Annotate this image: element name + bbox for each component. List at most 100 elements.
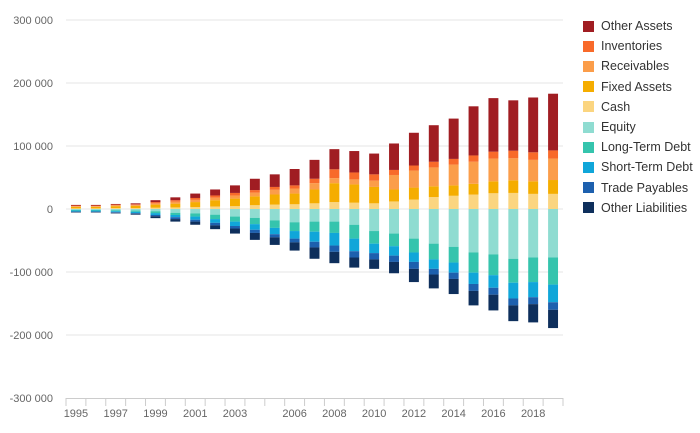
bar-segment <box>468 272 479 284</box>
bar-segment <box>448 246 459 263</box>
legend-item[interactable]: Inventories <box>583 36 693 56</box>
bar-segment <box>329 169 340 179</box>
bar-segment <box>289 185 300 189</box>
bar-segment <box>508 192 519 209</box>
bar-segment <box>309 159 320 179</box>
bar-segment <box>389 233 399 247</box>
bar-segment <box>309 221 320 232</box>
bar-segment <box>269 209 280 221</box>
bar-segment <box>150 204 161 208</box>
bar-segment <box>90 211 101 213</box>
bar-segment <box>428 268 439 275</box>
bar-segment <box>548 158 559 181</box>
bar-segment <box>249 190 260 193</box>
bar-segment <box>488 275 499 288</box>
bar-segment <box>508 282 519 299</box>
bar-segment <box>230 228 240 234</box>
bar-segment <box>448 262 459 273</box>
bar-segment <box>130 213 141 215</box>
y-tick-label: 200 000 <box>13 78 53 90</box>
bar-segment <box>448 278 459 295</box>
legend-label: Long-Term Debt <box>601 140 691 155</box>
bar-segment <box>508 305 519 322</box>
bar-segment <box>408 268 419 283</box>
bar-segment <box>508 209 519 259</box>
legend-item[interactable]: Long-Term Debt <box>583 137 693 157</box>
bar-segment <box>488 287 499 295</box>
bar-segment <box>210 206 221 209</box>
bar-segment <box>329 149 340 170</box>
bar-segment <box>249 229 260 233</box>
bar-segment <box>110 204 121 206</box>
legend-item[interactable]: Short-Term Debt <box>583 157 693 177</box>
bar-segment <box>349 202 360 209</box>
bar-segment <box>130 209 141 211</box>
bar-segment <box>528 282 539 298</box>
bar-segment <box>369 174 380 181</box>
bar-segment <box>468 183 479 195</box>
bar-segment <box>488 254 499 276</box>
bar-segment <box>428 209 439 244</box>
bar-segment <box>170 209 181 213</box>
legend-item[interactable]: Other Assets <box>583 16 693 36</box>
bar-segment <box>548 209 559 258</box>
bar-segment <box>269 234 280 238</box>
bar-segment <box>190 199 201 203</box>
bar-segment <box>349 224 360 239</box>
legend-item[interactable]: Trade Payables <box>583 178 693 198</box>
bar-segment <box>369 180 380 187</box>
bar-segment <box>468 290 479 306</box>
bars <box>70 93 559 329</box>
legend-item[interactable]: Cash <box>583 97 693 117</box>
bar-segment <box>468 283 479 291</box>
bar-segment <box>90 209 101 211</box>
legend-item[interactable]: Receivables <box>583 56 693 76</box>
bar-segment <box>428 197 439 209</box>
bar-segment <box>508 150 519 159</box>
bar-segment <box>528 152 539 160</box>
bar-segment <box>508 298 519 306</box>
bar-segment <box>130 205 141 209</box>
legend-item[interactable]: Other Liabilities <box>583 198 693 218</box>
bar-segment <box>548 309 559 329</box>
bar-segment <box>170 212 181 215</box>
grid-lines <box>66 19 563 336</box>
bar-segment <box>329 245 340 252</box>
bar-segment <box>249 192 260 197</box>
bar-segment <box>190 207 201 209</box>
x-tick-label: 1995 <box>64 408 88 420</box>
bar-segment <box>289 231 300 239</box>
bar-segment <box>269 237 280 245</box>
bar-segment <box>190 209 201 214</box>
bar-segment <box>210 225 221 230</box>
bar-segment <box>389 201 399 209</box>
legend-item[interactable]: Equity <box>583 117 693 137</box>
bar-segment <box>70 206 81 209</box>
bar-segment <box>110 206 121 209</box>
bar-segment <box>448 185 459 196</box>
bar-segment <box>528 209 539 258</box>
bar-segment <box>90 204 101 206</box>
bar-segment <box>230 192 240 196</box>
bar-segment <box>349 238 360 252</box>
bar-segment <box>170 219 181 222</box>
bar-segment <box>329 209 340 222</box>
bar-segment <box>249 196 260 206</box>
bar-segment <box>468 106 479 156</box>
bar-segment <box>230 216 240 222</box>
x-tick-label: 1999 <box>143 408 167 420</box>
bar-segment <box>428 167 439 187</box>
bar-segment <box>309 241 320 248</box>
bar-segment <box>190 213 201 217</box>
bar-segment <box>130 210 141 212</box>
bar-segment <box>389 189 399 202</box>
bar-segment <box>130 213 141 214</box>
bar-segment <box>289 242 300 251</box>
legend-item[interactable]: Fixed Assets <box>583 77 693 97</box>
bar-segment <box>289 209 300 223</box>
bar-segment <box>528 159 539 182</box>
bar-segment <box>249 209 260 218</box>
bar-segment <box>150 211 161 214</box>
bar-segment <box>150 216 161 219</box>
bar-segment <box>230 221 240 227</box>
